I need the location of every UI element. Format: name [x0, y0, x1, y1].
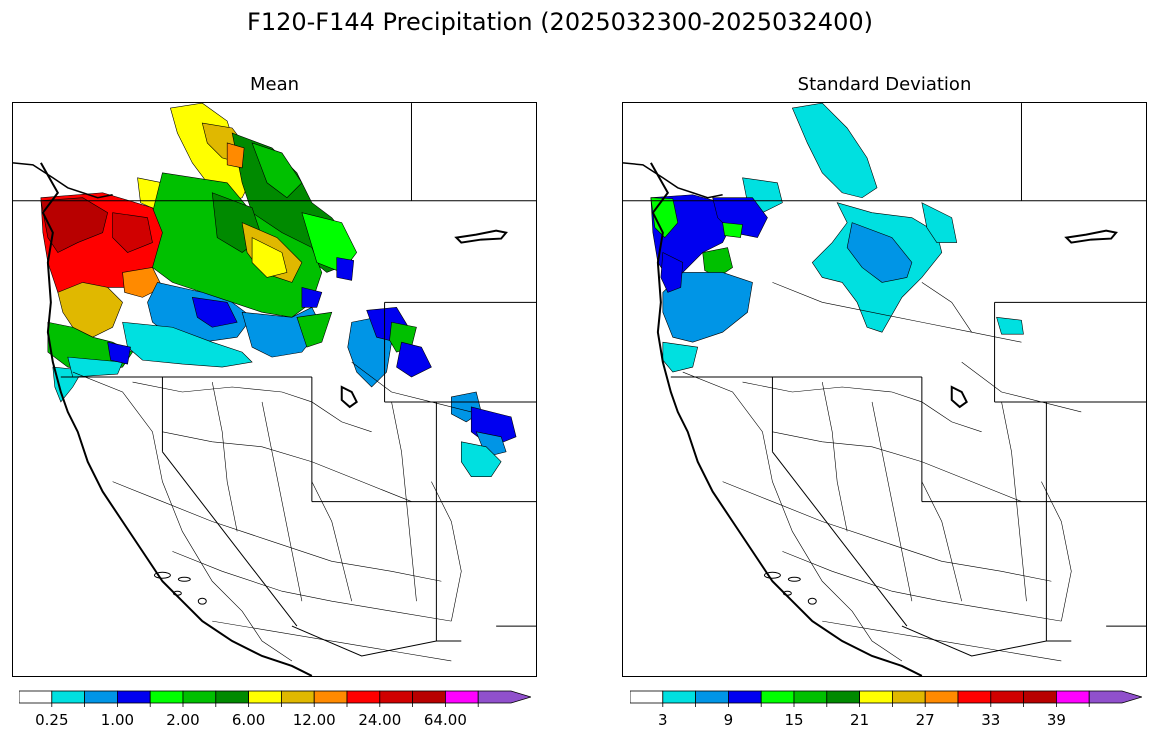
region-cyan-south	[122, 321, 253, 368]
colorbar-segment	[412, 690, 446, 704]
colorbar-segment	[957, 690, 992, 704]
region-blue-east	[336, 257, 355, 281]
colorbar-segment	[84, 690, 118, 704]
stddev-canada-coast	[623, 162, 723, 199]
region-cyan-coast2	[67, 356, 124, 378]
mean-basin-lines	[72, 361, 472, 662]
stddev-panel-title: Standard Deviation	[797, 74, 972, 95]
colorbar-segment	[313, 690, 348, 704]
colorbar-segment	[1055, 690, 1090, 704]
sd-cyan-e2	[921, 202, 958, 243]
colorbar-segment	[990, 690, 1024, 704]
colorbar-tick-label: 39	[1046, 711, 1066, 729]
sd-lgreen-n	[722, 222, 743, 238]
sd-cyan-coast	[662, 341, 699, 373]
mean-colorbar-svg	[18, 690, 533, 707]
mean-coastline	[40, 162, 313, 676]
colorbar-tick-label: 2.00	[166, 711, 200, 729]
colorbar-tick-label: 15	[784, 711, 804, 729]
mean-map-svg	[13, 103, 536, 676]
mean-channel-islands	[153, 571, 207, 605]
region-yellow-east	[251, 237, 288, 278]
colorbar-tick-label: 24.00	[358, 711, 402, 729]
region-lgreen-north	[251, 142, 303, 199]
figure-title: F120-F144 Precipitation (2025032300-2025…	[247, 8, 873, 36]
colorbar-tick-label: 9	[723, 711, 734, 729]
colorbar-tick-label: 21	[850, 711, 870, 729]
stddev-colorbar: 3 9 15 21 27 33 39	[629, 689, 1144, 737]
colorbar-segment	[924, 690, 959, 704]
stddev-channel-islands	[763, 571, 817, 605]
stddev-salt-lake	[950, 385, 968, 409]
colorbar-segment	[18, 690, 53, 704]
colorbar-segment	[891, 690, 926, 704]
colorbar-tick-label: 64.00	[423, 711, 467, 729]
sd-cyan-north	[791, 103, 878, 199]
mean-salt-lake	[340, 385, 358, 409]
colorbar-segment	[1088, 690, 1144, 704]
colorbar-segment	[1023, 690, 1057, 704]
colorbar-segment	[477, 690, 533, 704]
colorbar-segment	[182, 690, 217, 704]
colorbar-segment	[280, 690, 315, 704]
colorbar-segment	[117, 690, 151, 704]
colorbar-segment	[215, 690, 250, 704]
stddev-basin-lines	[682, 282, 1082, 662]
sd-dblue-coast2	[660, 252, 684, 293]
colorbar-segment	[793, 690, 828, 704]
colorbar-segment	[728, 690, 762, 704]
colorbar-segment	[248, 690, 282, 704]
stddev-map-svg	[623, 103, 1146, 676]
region-blue-south	[301, 287, 323, 308]
mean-canada-coast	[13, 162, 113, 199]
stddev-map	[622, 102, 1147, 677]
mean-precip-regions	[40, 103, 517, 477]
colorbar-segment	[859, 690, 893, 704]
region-cyan-e3	[460, 441, 502, 477]
mean-panel-title: Mean	[249, 74, 300, 95]
sd-lblue-coast	[662, 272, 753, 343]
colorbar-tick-label: 3	[658, 711, 668, 729]
sd-lblue-east	[846, 222, 913, 283]
region-blue-mid	[191, 296, 238, 328]
colorbar-segment	[629, 690, 664, 704]
sd-green-coast2	[702, 247, 733, 278]
colorbar-segment	[346, 690, 381, 704]
colorbar-segment	[760, 690, 795, 704]
colorbar-tick-label: 27	[915, 711, 935, 729]
colorbar-tick-label: 6.00	[231, 711, 266, 729]
stddev-state-borders	[623, 103, 1146, 657]
stddev-coastline	[650, 162, 923, 676]
colorbar-segment	[379, 690, 413, 704]
colorbar-tick-label: 0.25	[35, 711, 69, 729]
sd-cyan-se	[996, 316, 1024, 335]
region-dred-2	[112, 212, 153, 253]
colorbar-segment	[826, 690, 861, 704]
colorbar-segment	[51, 690, 85, 704]
region-green-sw	[296, 311, 333, 348]
stddev-lake	[1064, 229, 1118, 244]
sd-dblue-north	[712, 197, 768, 238]
region-orange	[226, 142, 245, 169]
mean-colorbar: 0.25 1.00 2.00 6.00 12.00 24.00 64.00	[18, 689, 533, 737]
region-yellow-north	[170, 103, 253, 204]
colorbar-segment	[662, 690, 696, 704]
colorbar-segment	[444, 690, 479, 704]
stddev-regions	[650, 103, 1024, 373]
region-gold-coast	[57, 282, 123, 338]
region-blue-coast	[107, 341, 131, 365]
mean-state-borders	[13, 103, 536, 657]
colorbar-tick-label: 12.00	[292, 711, 336, 729]
mean-map	[12, 102, 537, 677]
colorbar-segment	[695, 690, 729, 704]
stddev-colorbar-svg	[629, 690, 1144, 707]
region-blue-e2	[396, 341, 432, 378]
colorbar-tick-label: 1.00	[100, 711, 135, 729]
colorbar-tick-label: 33	[981, 711, 1001, 729]
mean-lake	[454, 229, 508, 244]
colorbar-segment	[149, 690, 184, 704]
